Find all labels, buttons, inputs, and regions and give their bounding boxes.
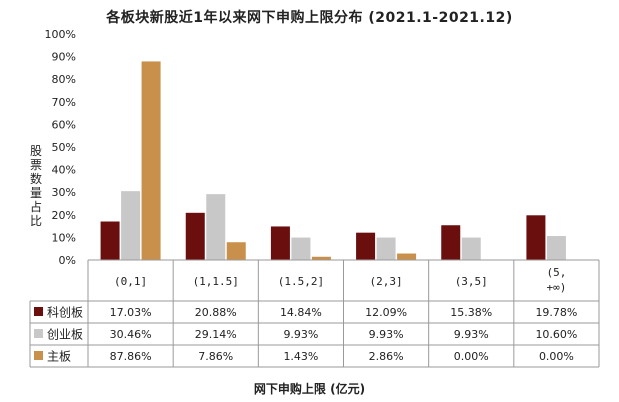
data-label: 9.93% — [283, 328, 318, 341]
y-tick-label: 30% — [52, 186, 76, 199]
bar-科创板-1 — [185, 212, 205, 260]
x-category-label: (3,5] — [455, 275, 488, 288]
data-label: 9.93% — [369, 328, 404, 341]
x-category-label: (1.5,2] — [278, 275, 324, 288]
bar-创业板-4 — [461, 237, 481, 260]
data-label: 87.86% — [110, 350, 152, 363]
bar-创业板-3 — [376, 237, 396, 260]
x-category-label: (1,1.5] — [193, 275, 239, 288]
chart-title: 各板块新股近1年以来网下申购上限分布 (2021.1-2021.12) — [106, 10, 513, 26]
legend-label: 科创板 — [47, 306, 83, 320]
legend-swatch-科创板 — [34, 307, 43, 316]
y-tick-label: 60% — [52, 118, 76, 131]
bar-科创板-2 — [270, 226, 290, 260]
y-axis-label: 股票数量占比 — [29, 144, 42, 228]
bar-创业板-2 — [291, 237, 311, 260]
data-label: 2.86% — [369, 350, 404, 363]
y-tick-label: 10% — [52, 231, 76, 244]
data-label: 29.14% — [195, 328, 237, 341]
bar-创业板-1 — [206, 194, 226, 260]
x-category-label: (5, +∞) — [546, 266, 566, 294]
bar-主板-3 — [397, 253, 417, 260]
legend-swatch-创业板 — [34, 329, 43, 338]
data-label: 10.60% — [535, 328, 577, 341]
y-tick-label: 100% — [45, 28, 76, 41]
legend-label: 主板 — [47, 350, 71, 364]
bar-科创板-4 — [441, 225, 461, 260]
y-tick-label: 70% — [52, 96, 76, 109]
bar-创业板-5 — [546, 236, 566, 260]
data-label: 0.00% — [454, 350, 489, 363]
bar-主板-2 — [311, 256, 331, 260]
data-label: 30.46% — [110, 328, 152, 341]
data-label: 15.38% — [450, 306, 492, 319]
data-label: 0.00% — [539, 350, 574, 363]
data-label: 17.03% — [110, 306, 152, 319]
y-tick-label: 40% — [52, 164, 76, 177]
y-tick-label: 0% — [59, 254, 76, 267]
data-label: 19.78% — [535, 306, 577, 319]
bar-科创板-3 — [356, 232, 376, 260]
data-label: 1.43% — [283, 350, 318, 363]
data-label: 12.09% — [365, 306, 407, 319]
y-tick-label: 80% — [52, 73, 76, 86]
bar-主板-0 — [141, 61, 161, 260]
legend-swatch-主板 — [34, 351, 43, 360]
y-tick-label: 50% — [52, 141, 76, 154]
x-axis-label: 网下申购上限 (亿元) — [253, 382, 366, 396]
bar-创业板-0 — [121, 191, 141, 260]
bar-科创板-0 — [100, 221, 120, 260]
x-category-label: (2,3] — [370, 275, 403, 288]
data-label: 9.93% — [454, 328, 489, 341]
x-category-label: (0,1] — [114, 275, 147, 288]
y-tick-label: 20% — [52, 209, 76, 222]
y-tick-label: 90% — [52, 51, 76, 64]
bar-科创板-5 — [526, 215, 546, 260]
bar-主板-1 — [226, 242, 246, 260]
data-label: 7.86% — [198, 350, 233, 363]
legend-label: 创业板 — [47, 328, 83, 342]
data-label: 14.84% — [280, 306, 322, 319]
data-label: 20.88% — [195, 306, 237, 319]
